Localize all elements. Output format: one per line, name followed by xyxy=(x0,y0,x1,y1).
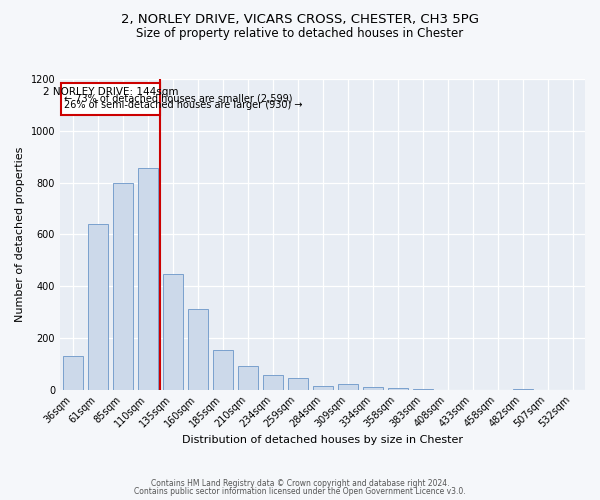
Bar xyxy=(413,389,433,390)
Bar xyxy=(163,274,182,390)
X-axis label: Distribution of detached houses by size in Chester: Distribution of detached houses by size … xyxy=(182,435,463,445)
Bar xyxy=(88,224,107,390)
Bar xyxy=(287,378,308,390)
Bar xyxy=(338,384,358,390)
Y-axis label: Number of detached properties: Number of detached properties xyxy=(15,146,25,322)
Bar xyxy=(188,310,208,390)
Text: 2, NORLEY DRIVE, VICARS CROSS, CHESTER, CH3 5PG: 2, NORLEY DRIVE, VICARS CROSS, CHESTER, … xyxy=(121,12,479,26)
Text: Size of property relative to detached houses in Chester: Size of property relative to detached ho… xyxy=(136,28,464,40)
Text: ← 73% of detached houses are smaller (2,599): ← 73% of detached houses are smaller (2,… xyxy=(64,94,292,104)
Text: 2 NORLEY DRIVE: 144sqm: 2 NORLEY DRIVE: 144sqm xyxy=(43,87,178,97)
FancyBboxPatch shape xyxy=(61,83,160,115)
Bar xyxy=(313,386,332,390)
Text: Contains public sector information licensed under the Open Government Licence v3: Contains public sector information licen… xyxy=(134,487,466,496)
Bar xyxy=(62,356,83,390)
Text: 26% of semi-detached houses are larger (930) →: 26% of semi-detached houses are larger (… xyxy=(64,100,302,110)
Bar xyxy=(512,389,533,390)
Bar xyxy=(362,387,383,390)
Bar xyxy=(137,168,158,390)
Bar xyxy=(238,366,257,390)
Bar xyxy=(263,376,283,390)
Text: Contains HM Land Registry data © Crown copyright and database right 2024.: Contains HM Land Registry data © Crown c… xyxy=(151,478,449,488)
Bar xyxy=(388,388,407,390)
Bar xyxy=(212,350,233,390)
Bar xyxy=(113,182,133,390)
